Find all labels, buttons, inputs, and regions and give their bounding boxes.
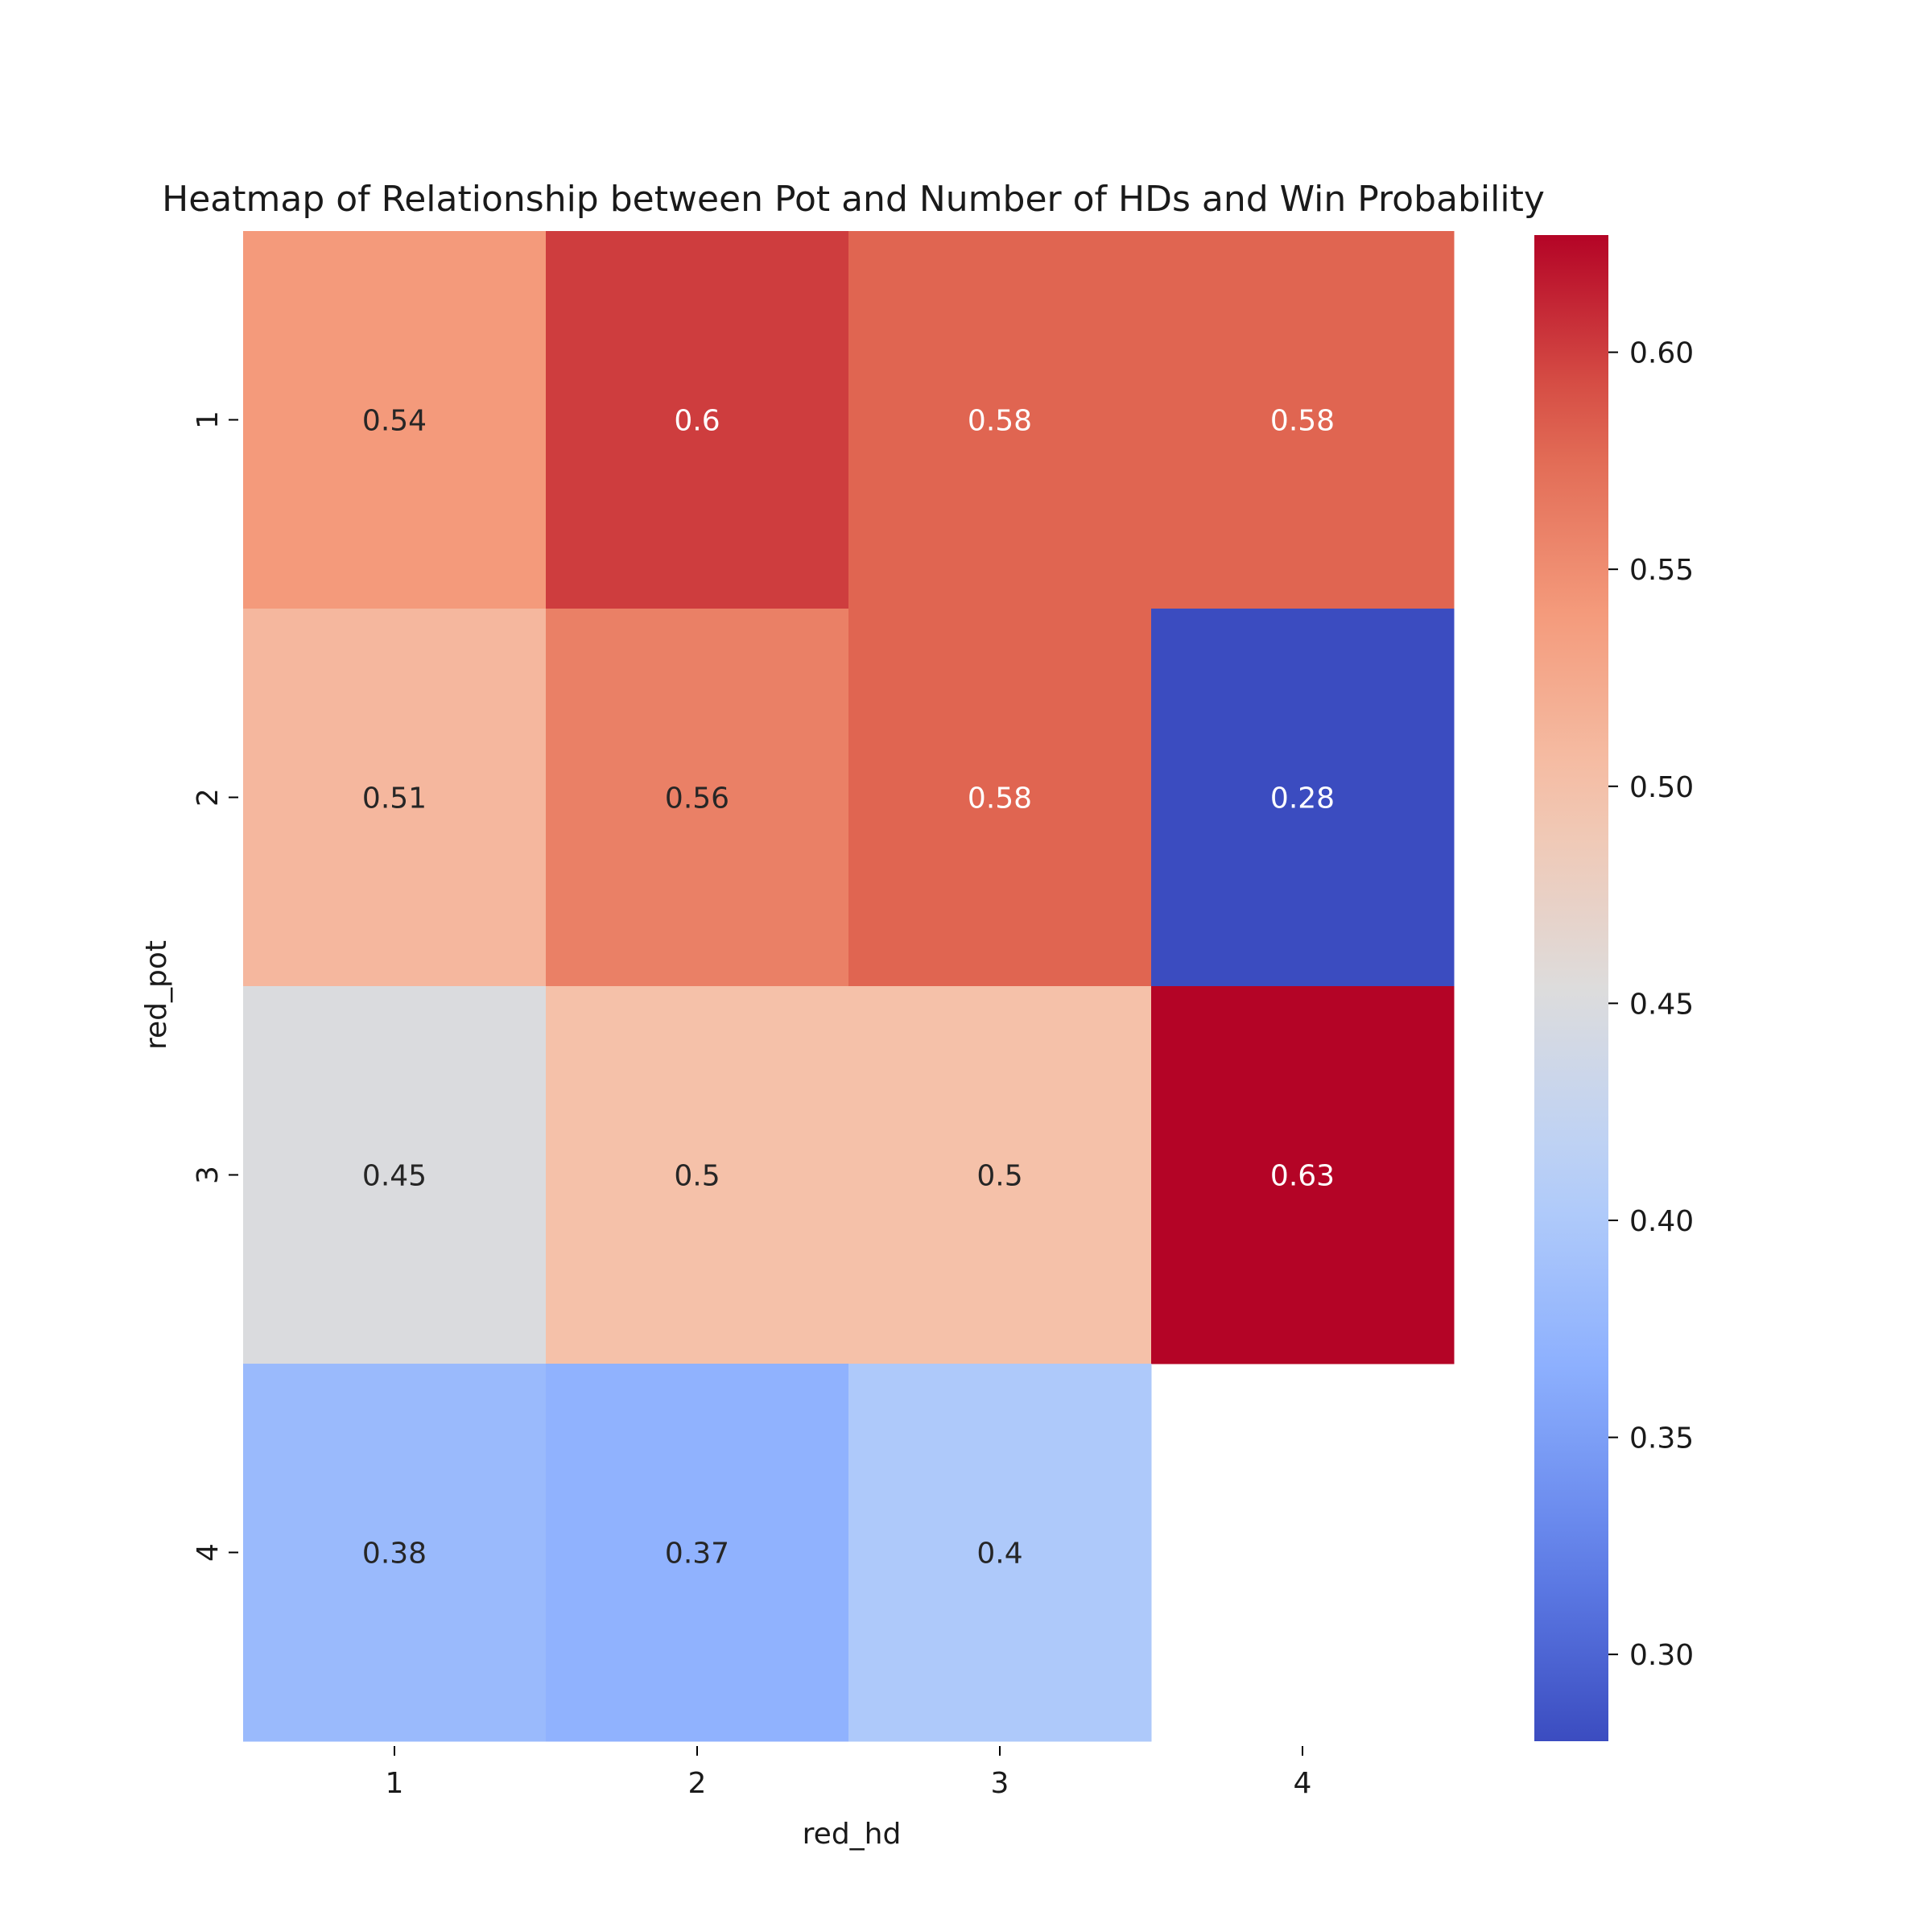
cell-label-r3-c2: 0.5 bbox=[674, 1160, 720, 1193]
cell-label-r4-c1: 0.38 bbox=[362, 1538, 427, 1571]
heatmap-cell-r3-c2 bbox=[546, 986, 849, 1364]
y-axis: 1 2 3 4 bbox=[192, 411, 238, 1562]
x-axis-label: red_hd bbox=[803, 1818, 902, 1851]
cell-label-r3-c3: 0.5 bbox=[976, 1160, 1022, 1193]
x-tick-label: 3 bbox=[991, 1767, 1009, 1800]
cell-label-r4-c3: 0.4 bbox=[976, 1538, 1022, 1571]
colorbar-tick-label: 0.30 bbox=[1629, 1639, 1694, 1672]
heatmap-cell-r1-c3 bbox=[848, 231, 1152, 609]
colorbar: 0.30 0.35 0.40 0.45 0.50 0.55 0.60 bbox=[1534, 235, 1694, 1741]
heatmap-cell-r4-c3 bbox=[848, 1364, 1152, 1742]
heatmap-cell-r1-c1 bbox=[243, 231, 547, 609]
heatmap-cell-r3-c4 bbox=[1151, 986, 1455, 1364]
cell-label-r1-c1: 0.54 bbox=[362, 405, 427, 438]
cell-label-r2-c1: 0.51 bbox=[362, 782, 427, 815]
cell-label-r3-c4: 0.63 bbox=[1270, 1160, 1335, 1193]
colorbar-tick-label: 0.60 bbox=[1629, 337, 1694, 370]
cell-label-r1-c3: 0.58 bbox=[968, 405, 1032, 438]
heatmap-cells: 0.54 0.6 0.58 0.58 0.51 0.56 0.58 0.28 0.45 0.5 0.… bbox=[243, 231, 1455, 1742]
heatmap-cell-r3-c1 bbox=[243, 986, 547, 1364]
x-tick-label: 1 bbox=[386, 1767, 404, 1800]
cell-label-r3-c1: 0.45 bbox=[362, 1160, 427, 1193]
y-tick-label: 1 bbox=[192, 411, 225, 429]
colorbar-tick-label: 0.55 bbox=[1629, 554, 1694, 587]
cell-label-r2-c2: 0.56 bbox=[665, 782, 729, 815]
heatmap-cell-r2-c4 bbox=[1151, 609, 1455, 987]
cell-label-r1-c2: 0.6 bbox=[674, 405, 720, 438]
heatmap-cell-r4-c1 bbox=[243, 1364, 547, 1742]
chart-title: Heatmap of Relationship between Pot and … bbox=[162, 179, 1545, 220]
colorbar-gradient bbox=[1534, 235, 1608, 1741]
colorbar-tick-label: 0.40 bbox=[1629, 1205, 1694, 1238]
y-axis-label: red_pot bbox=[140, 940, 173, 1050]
heatmap-cell-r1-c2 bbox=[546, 231, 849, 609]
y-tick-label: 4 bbox=[192, 1543, 225, 1562]
colorbar-tick-label: 0.50 bbox=[1629, 771, 1694, 804]
heatmap-cell-r4-c2 bbox=[546, 1364, 849, 1742]
cell-label-r1-c4: 0.58 bbox=[1270, 405, 1335, 438]
heatmap-cell-r1-c4 bbox=[1151, 231, 1455, 609]
colorbar-tick-label: 0.35 bbox=[1629, 1422, 1694, 1455]
cell-label-r2-c4: 0.28 bbox=[1270, 782, 1335, 815]
heatmap-cell-r3-c3 bbox=[848, 986, 1152, 1364]
x-tick-label: 4 bbox=[1294, 1767, 1312, 1800]
cell-label-r2-c3: 0.58 bbox=[968, 782, 1032, 815]
colorbar-tick-label: 0.45 bbox=[1629, 988, 1694, 1021]
x-tick-label: 2 bbox=[688, 1767, 707, 1800]
heatmap-cell-r2-c3 bbox=[848, 609, 1152, 987]
heatmap-cell-r2-c1 bbox=[243, 609, 547, 987]
x-axis: 1 2 3 4 bbox=[386, 1746, 1312, 1800]
y-tick-label: 3 bbox=[192, 1166, 225, 1184]
heatmap-cell-r2-c2 bbox=[546, 609, 849, 987]
y-tick-label: 2 bbox=[192, 788, 225, 807]
cell-label-r4-c2: 0.37 bbox=[665, 1538, 729, 1571]
